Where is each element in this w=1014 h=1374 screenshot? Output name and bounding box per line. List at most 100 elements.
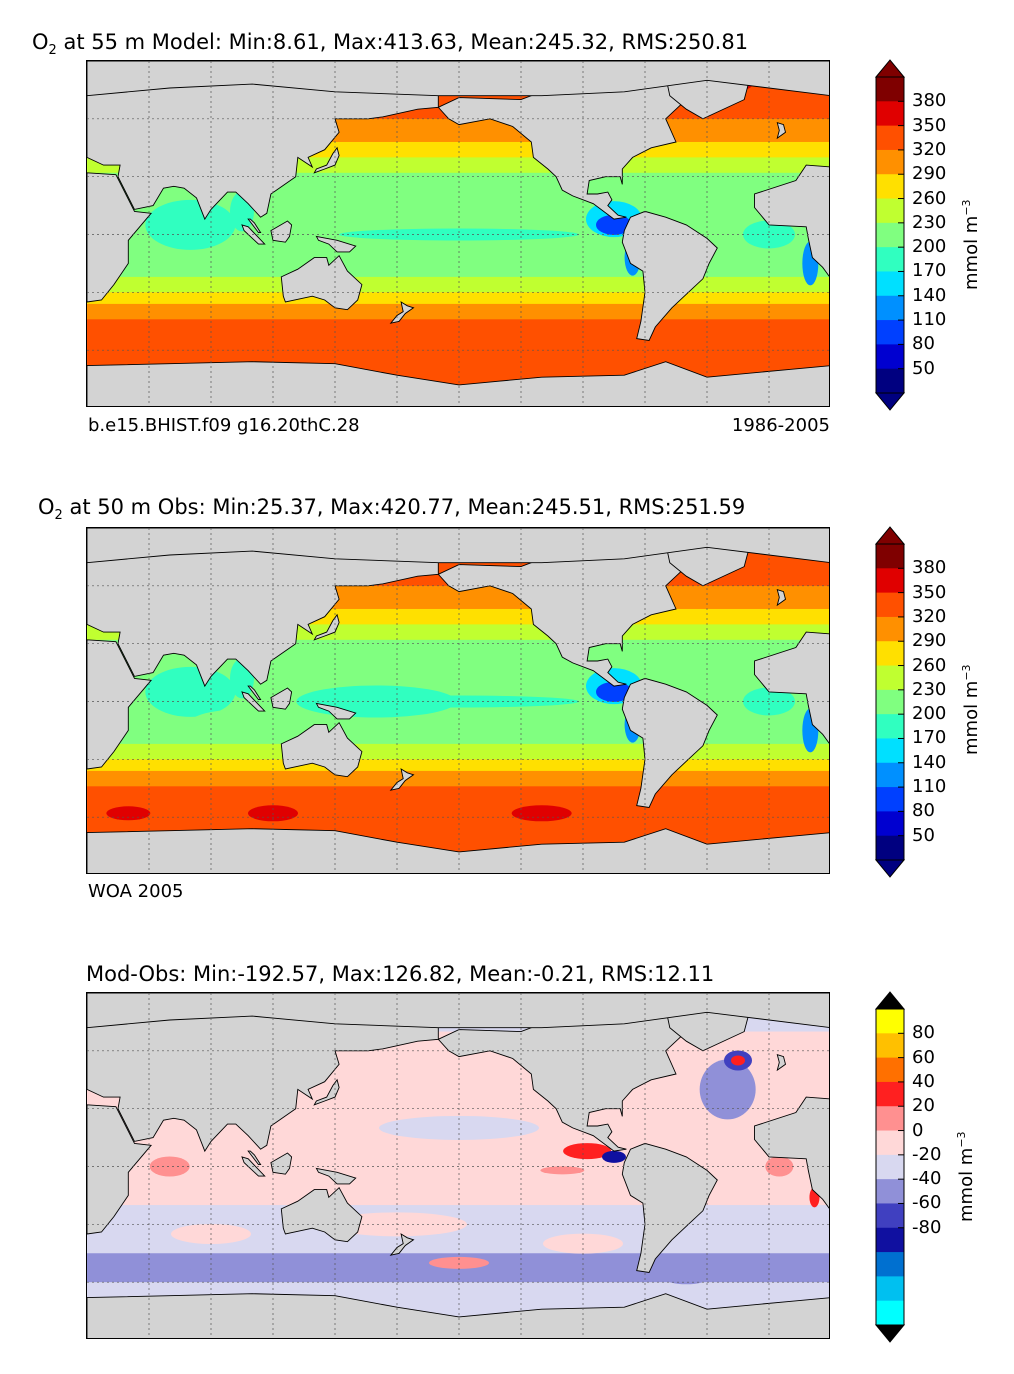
colorbar-tick-label: 80 (912, 1022, 935, 1044)
colorbar-segment (876, 1154, 904, 1180)
land-layer (87, 993, 829, 1338)
land-uk (776, 589, 787, 607)
field-anomaly (664, 1272, 709, 1285)
field-anomaly (187, 1266, 235, 1279)
panel3-colorbar-unit: mmol m−3 (955, 1131, 977, 1222)
colorbar-tick-label: 110 (912, 776, 947, 798)
ocean-band (87, 786, 829, 803)
colorbar-segment (876, 592, 904, 618)
panel2-colorbar-unit: mmol m−3 (960, 664, 982, 755)
land-borneo (270, 1152, 293, 1175)
colorbar-tick-label: 200 (912, 703, 947, 725)
land-australia (280, 254, 363, 311)
colorbar-segment (876, 344, 904, 370)
panel1-colorbar (874, 59, 906, 411)
ocean-band (87, 319, 829, 336)
colorbar-tick-label: -60 (912, 1192, 942, 1214)
land-antarctica (87, 361, 829, 406)
colorbar-segment (876, 198, 904, 224)
panel1-map (86, 60, 830, 407)
panel2-colorbar (874, 526, 906, 878)
land-africa-west (754, 631, 829, 744)
colorbar-tick-label: 140 (912, 284, 947, 306)
graticule (87, 993, 829, 1338)
colorbar-segment (876, 368, 904, 394)
colorbar-segment (876, 544, 904, 569)
colorbar-segment (876, 320, 904, 345)
panel2-title: O2 at 50 m Obs: Min:25.37, Max:420.77, M… (38, 495, 746, 524)
panel3-title: Mod-Obs: Min:-192.57, Max:126.82, Mean:-… (86, 962, 715, 986)
field-anomaly (145, 666, 236, 717)
field-anomaly (596, 681, 632, 702)
colorbar-segment (876, 1300, 904, 1326)
colorbar-tick-label: 260 (912, 654, 947, 676)
panel2-map (86, 527, 830, 874)
ocean-band (87, 801, 829, 822)
ocean-band (87, 770, 829, 787)
field-anomaly (765, 1156, 794, 1177)
colorbar-tick-label: 80 (912, 333, 935, 355)
field-anomaly (379, 1115, 539, 1140)
land-africa-west (754, 1096, 829, 1209)
land-japan (313, 613, 340, 641)
land-samerica (621, 677, 718, 808)
colorbar-min-arrow (874, 392, 906, 411)
colorbar-segment (876, 1179, 904, 1204)
land-borneo (270, 687, 293, 710)
panel1-colorbar-unit: mmol m−3 (960, 199, 982, 290)
colorbar-tick-label: 380 (912, 90, 947, 112)
colorbar-segment (876, 149, 904, 175)
field-anomaly (106, 806, 151, 821)
colorbar-segment (876, 1106, 904, 1132)
land-africa (87, 1104, 152, 1235)
land-australia (280, 1186, 363, 1243)
colorbar-tick-label: 0 (912, 1119, 924, 1141)
colorbar-segment (876, 101, 904, 127)
colorbar-tick-label: -20 (912, 1143, 942, 1165)
land-arctic (87, 61, 829, 97)
land-japan (313, 1078, 340, 1106)
colorbar-segment (876, 1081, 904, 1107)
colorbar-segment (876, 689, 904, 715)
field-anomaly (149, 1156, 190, 1177)
land-uk (776, 122, 787, 140)
field-anomaly (192, 708, 313, 733)
colorbar-tick-label: 290 (912, 630, 947, 652)
land-uk (776, 1054, 787, 1072)
colorbar-tick-label: -40 (912, 1168, 942, 1190)
ocean-band (87, 292, 829, 305)
colorbar-tick-label: 40 (912, 1070, 935, 1092)
ocean-band (87, 743, 829, 760)
panel1-caption-left: b.e15.BHIST.f09 g16.20thC.28 (88, 415, 360, 436)
colorbar-tick-label: 50 (912, 824, 935, 846)
land-newguinea (315, 1167, 357, 1185)
colorbar-tick-label: 50 (912, 357, 935, 379)
land-layer (87, 528, 829, 873)
land-newguinea (315, 702, 357, 720)
colorbar-tick-label: 350 (912, 581, 947, 603)
land-nz (389, 768, 415, 791)
land-arctic (87, 528, 829, 564)
colorbar-segment (876, 125, 904, 151)
land-australia (280, 721, 363, 778)
field-anomaly (602, 1150, 626, 1163)
field-anomaly (540, 1166, 585, 1175)
colorbar-segment (876, 714, 904, 739)
colorbar-segment (876, 1130, 904, 1156)
land-samerica (621, 210, 718, 341)
colorbar-segment (876, 77, 904, 102)
panel1-caption-right: 1986-2005 (731, 415, 830, 436)
land-borneo (270, 220, 293, 243)
colorbar-segment (876, 738, 904, 764)
colorbar-max-arrow (874, 991, 906, 1010)
colorbar-segment (876, 1009, 904, 1034)
field-anomaly (699, 1059, 756, 1120)
colorbar-tick-label: 230 (912, 678, 947, 700)
colorbar-segment (876, 247, 904, 272)
colorbar-tick-label: -80 (912, 1216, 942, 1238)
colorbar-segment (876, 1227, 904, 1253)
land-antarctica (87, 828, 829, 873)
colorbar-max-arrow (874, 526, 906, 545)
colorbar-segment (876, 616, 904, 642)
colorbar-tick-label: 170 (912, 727, 947, 749)
